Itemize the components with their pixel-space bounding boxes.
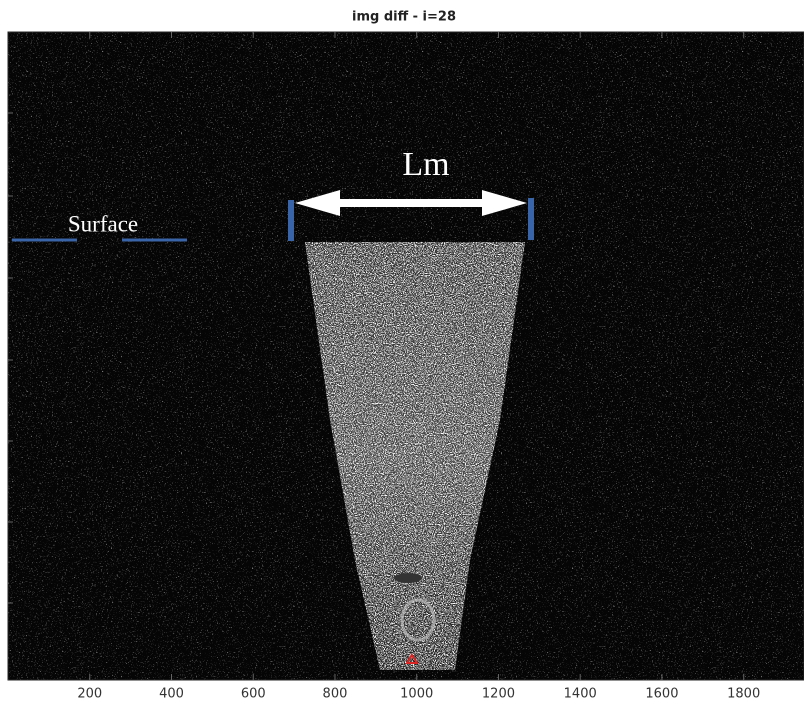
x-tick-label: 1400	[564, 687, 597, 702]
x-tick-label: 600	[241, 687, 266, 702]
y-tick-marks	[8, 112, 13, 604]
x-tick-label: 800	[323, 687, 348, 702]
x-tick-label: 1600	[645, 687, 678, 702]
x-tick-label: 1200	[482, 687, 515, 702]
x-tick-label: 1000	[400, 687, 433, 702]
x-tick-label: 1800	[727, 687, 760, 702]
x-tick-label: 400	[159, 687, 184, 702]
annotation: Lm	[402, 146, 449, 183]
chart-title: img diff - i=28	[352, 10, 456, 25]
x-tick-label: 200	[77, 687, 102, 702]
axes-box	[7, 31, 804, 681]
annotation: Surface	[68, 211, 138, 236]
lm-annotation: Lm	[288, 146, 534, 241]
image	[8, 32, 804, 680]
surface-annotation: Surface	[12, 211, 187, 242]
